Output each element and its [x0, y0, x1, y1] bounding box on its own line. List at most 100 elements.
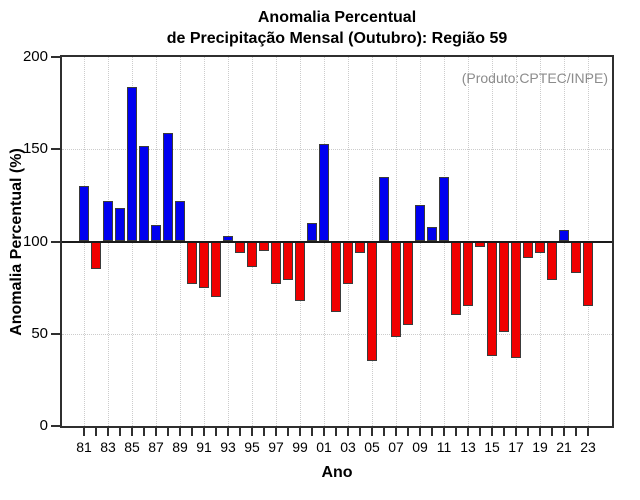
- x-tick: [203, 428, 205, 436]
- plot-frame: [60, 55, 614, 428]
- bar-2008: [402, 241, 414, 325]
- x-tick: [143, 428, 145, 436]
- x-tick: [83, 428, 85, 436]
- y-tick-label: 50: [31, 324, 48, 342]
- bar-1983: [102, 200, 114, 242]
- bar-1997: [270, 241, 282, 284]
- x-tick: [383, 428, 385, 436]
- x-tick: [323, 428, 325, 436]
- x-tick: [191, 428, 193, 436]
- bar-2011: [438, 176, 450, 242]
- x-tick: [95, 428, 97, 436]
- x-tick-label: 13: [460, 439, 476, 455]
- x-tick: [551, 428, 553, 436]
- bar-2007: [390, 241, 402, 338]
- bar-1982: [90, 241, 102, 270]
- x-tick-label: 93: [220, 439, 236, 455]
- x-tick: [515, 428, 517, 436]
- x-tick: [215, 428, 217, 436]
- x-tick: [359, 428, 361, 436]
- x-tick-label: 95: [244, 439, 260, 455]
- bar-1999: [294, 241, 306, 301]
- bar-2020: [546, 241, 558, 281]
- bar-1989: [174, 200, 186, 242]
- x-tick: [251, 428, 253, 436]
- x-tick: [107, 428, 109, 436]
- bar-2015: [486, 241, 498, 356]
- x-tick-label: 07: [388, 439, 404, 455]
- bar-2000: [306, 223, 318, 242]
- x-tick: [479, 428, 481, 436]
- x-tick: [419, 428, 421, 436]
- bar-2013: [462, 241, 474, 307]
- bar-1981: [78, 186, 90, 242]
- bar-2018: [522, 241, 534, 259]
- x-tick-label: 99: [292, 439, 308, 455]
- y-tick-label: 0: [39, 417, 48, 434]
- x-tick: [299, 428, 301, 436]
- x-tick: [239, 428, 241, 436]
- bar-2019: [534, 241, 546, 253]
- horizontal-gridline: [62, 333, 612, 335]
- y-tick-label: 150: [22, 140, 48, 158]
- x-tick: [587, 428, 589, 436]
- x-tick: [443, 428, 445, 436]
- x-tick: [347, 428, 349, 436]
- y-tick: [51, 56, 60, 58]
- x-tick-label: 11: [436, 439, 452, 455]
- x-tick-label: 85: [124, 439, 140, 455]
- x-tick: [491, 428, 493, 436]
- bar-2005: [366, 241, 378, 362]
- y-tick-label: 100: [22, 232, 48, 250]
- x-tick-label: 05: [364, 439, 380, 455]
- bar-1994: [234, 241, 246, 253]
- x-tick: [131, 428, 133, 436]
- x-tick: [227, 428, 229, 436]
- source-annotation: (Produto:CPTEC/INPE): [461, 70, 608, 86]
- bar-1998: [282, 241, 294, 281]
- x-tick: [275, 428, 277, 436]
- y-tick: [51, 148, 60, 151]
- x-tick: [467, 428, 469, 436]
- x-tick-label: 17: [508, 439, 524, 455]
- x-tick: [407, 428, 409, 436]
- x-tick-label: 21: [556, 439, 572, 455]
- bar-1987: [150, 224, 162, 242]
- bar-2009: [414, 204, 426, 242]
- bar-1988: [162, 132, 174, 242]
- bar-2023: [582, 241, 594, 307]
- x-tick-label: 89: [172, 439, 188, 455]
- bar-2002: [330, 241, 342, 312]
- x-tick-label: 01: [316, 439, 332, 455]
- bar-2010: [426, 226, 438, 242]
- horizontal-gridline: [62, 149, 612, 151]
- x-tick: [335, 428, 337, 436]
- plot-area: (Produto:CPTEC/INPE): [62, 57, 612, 426]
- bar-2017: [510, 241, 522, 358]
- x-tick: [431, 428, 433, 436]
- y-tick-label: 200: [22, 48, 48, 65]
- x-tick: [371, 428, 373, 436]
- bar-1986: [138, 145, 150, 242]
- x-tick: [527, 428, 529, 436]
- x-tick-label: 87: [148, 439, 164, 455]
- x-tick: [395, 428, 397, 436]
- x-tick: [155, 428, 157, 436]
- x-tick-label: 15: [484, 439, 500, 455]
- y-tick: [51, 332, 60, 335]
- x-tick-label: 91: [196, 439, 212, 455]
- x-tick: [563, 428, 565, 436]
- chart-title: Anomalia Percentual de Precipitação Mens…: [62, 7, 612, 49]
- x-tick-label: 97: [268, 439, 284, 455]
- y-tick: [51, 240, 60, 243]
- x-axis-label: Ano: [321, 464, 353, 481]
- bar-1990: [186, 241, 198, 284]
- y-tick: [51, 425, 60, 427]
- bar-2004: [354, 241, 366, 253]
- bar-2012: [450, 241, 462, 316]
- bar-2022: [570, 241, 582, 273]
- bar-1984: [114, 208, 126, 242]
- x-tick-label: 09: [412, 439, 428, 455]
- bar-2001: [318, 143, 330, 242]
- x-tick: [539, 428, 541, 436]
